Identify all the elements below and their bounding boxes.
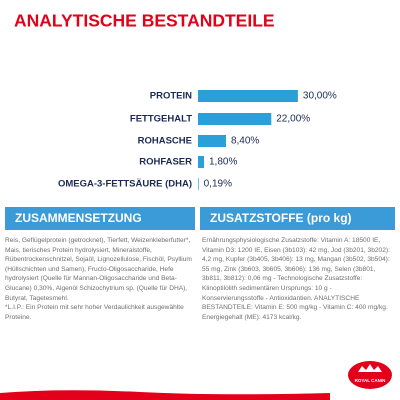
bar xyxy=(198,113,272,125)
category-label: FETTGEHALT xyxy=(130,114,192,125)
value-label: 0,19% xyxy=(204,179,232,190)
category-label: PROTEIN xyxy=(150,91,192,102)
category-label: OMEGA-3-FETTSÄURE (DHA) xyxy=(58,179,192,190)
bar xyxy=(198,156,204,168)
section-body: Reis, Geflügelprotein (getrocknet), Tier… xyxy=(5,236,193,322)
bar xyxy=(198,178,199,190)
paragraph: Reis, Geflügelprotein (getrocknet), Tier… xyxy=(5,237,192,302)
category-label: ROHFASER xyxy=(139,157,192,168)
logo-crown xyxy=(358,364,382,372)
logo: ROYAL CANIN xyxy=(348,361,392,389)
value-label: 30,00% xyxy=(303,91,337,102)
value-label: 1,80% xyxy=(209,157,237,168)
bar xyxy=(198,90,298,102)
paragraph: Ernährungsphysiologische Zusatzstoffe: V… xyxy=(202,237,390,321)
value-label: 22,00% xyxy=(276,114,310,125)
category-label: ROHASCHE xyxy=(138,136,192,147)
section-heading: ZUSATZSTOFFE (pro kg) xyxy=(200,207,395,230)
logo-badge xyxy=(348,361,392,389)
chart-title: ANALYTISCHE BESTANDTEILE xyxy=(14,11,275,31)
bar xyxy=(198,135,226,147)
section-body: Ernährungsphysiologische Zusatzstoffe: V… xyxy=(202,236,392,322)
paragraph: *L.I.P.: Ein Protein mit sehr hoher Verd… xyxy=(5,304,184,321)
footer-stripe xyxy=(0,390,330,400)
value-label: 8,40% xyxy=(231,136,259,147)
logo-text: ROYAL CANIN xyxy=(355,378,386,383)
section-heading: ZUSAMMENSETZUNG xyxy=(5,207,195,230)
